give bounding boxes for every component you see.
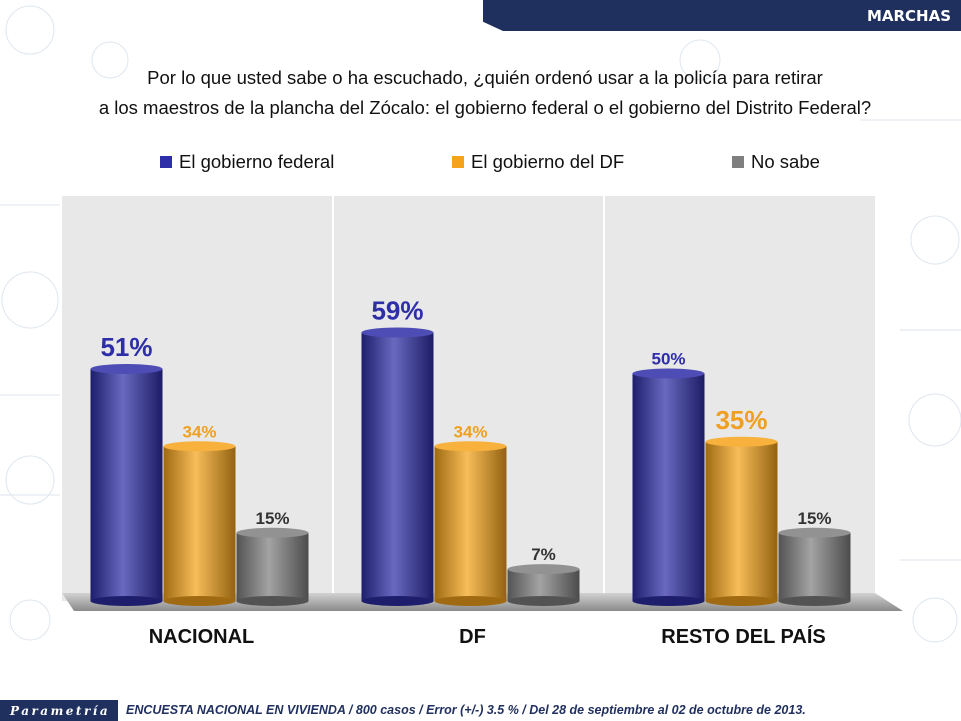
legend-label-df: El gobierno del DF: [471, 151, 625, 172]
bar-federal-2: [632, 368, 705, 606]
legend-label-federal: El gobierno federal: [179, 151, 335, 172]
data-label: 7%: [531, 545, 556, 564]
bar-body: [632, 373, 705, 601]
bar-base: [361, 596, 434, 606]
footer-bar: Parametría ENCUESTA NACIONAL EN VIVIENDA…: [0, 700, 961, 721]
bar-base: [632, 596, 705, 606]
bar-federal-1: [361, 327, 434, 606]
data-label: 51%: [100, 332, 152, 362]
bar-base: [90, 596, 163, 606]
legend-item-nosabe: No sabe: [732, 151, 820, 173]
bar-base: [507, 596, 580, 606]
bar-top: [632, 368, 705, 379]
bar-top: [163, 441, 236, 452]
bar-body: [361, 332, 434, 601]
data-label: 50%: [651, 350, 685, 369]
bar-base: [236, 596, 309, 606]
bar-top: [90, 363, 163, 374]
question-text: Por lo que usted sabe o ha escuchado, ¿q…: [40, 63, 930, 123]
data-label: 35%: [715, 405, 767, 435]
bar-body: [163, 446, 236, 601]
category-label: NACIONAL: [149, 626, 255, 648]
bar-base: [705, 596, 778, 606]
question-line-1: Por lo que usted sabe o ha escuchado, ¿q…: [147, 67, 823, 88]
data-label: 15%: [797, 509, 831, 528]
data-label: 34%: [453, 422, 487, 441]
section-label: MARCHAS: [866, 6, 951, 25]
chart-legend: El gobierno federal El gobierno del DF N…: [0, 151, 961, 175]
legend-item-federal: El gobierno federal: [160, 151, 334, 173]
bar-body: [434, 446, 507, 601]
bar-base: [434, 596, 507, 606]
bar-nosabe-0: [236, 527, 309, 606]
bar-top: [236, 527, 309, 538]
bar-body: [236, 532, 309, 601]
question-line-2: a los maestros de la plancha del Zócalo:…: [98, 97, 872, 118]
bar-chart: 51% 34% 15% NACIONAL 59% 34% 7% DF 50% 35% 15% REST…: [62, 196, 903, 648]
bar-body: [90, 368, 163, 601]
legend-swatch-df: [452, 156, 464, 168]
bar-body: [705, 441, 778, 601]
category-label: RESTO DEL PAÍS: [661, 625, 825, 648]
bar-nosabe-2: [778, 527, 851, 606]
bar-df-1: [434, 441, 507, 606]
bar-top: [778, 527, 851, 538]
bar-top: [507, 564, 580, 575]
legend-item-df: El gobierno del DF: [452, 151, 624, 173]
data-label: 15%: [255, 509, 289, 528]
legend-label-nosabe: No sabe: [751, 151, 820, 172]
legend-swatch-nosabe: [732, 156, 744, 168]
section-tab: MARCHAS: [483, 0, 961, 31]
data-label: 34%: [182, 422, 216, 441]
bar-df-2: [705, 436, 778, 606]
bar-base: [778, 596, 851, 606]
bar-base: [163, 596, 236, 606]
footer-note: ENCUESTA NACIONAL EN VIVIENDA / 800 caso…: [118, 700, 961, 721]
bar-body: [778, 532, 851, 601]
category-label: DF: [459, 626, 486, 648]
data-label: 59%: [371, 296, 423, 326]
bar-top: [434, 441, 507, 452]
bar-top: [361, 327, 434, 338]
legend-swatch-federal: [160, 156, 172, 168]
bar-federal-0: [90, 363, 163, 606]
bar-top: [705, 436, 778, 447]
footer-logo: Parametría: [10, 703, 111, 718]
bar-nosabe-1: [507, 564, 580, 606]
bar-df-0: [163, 441, 236, 606]
bar-body: [507, 569, 580, 601]
